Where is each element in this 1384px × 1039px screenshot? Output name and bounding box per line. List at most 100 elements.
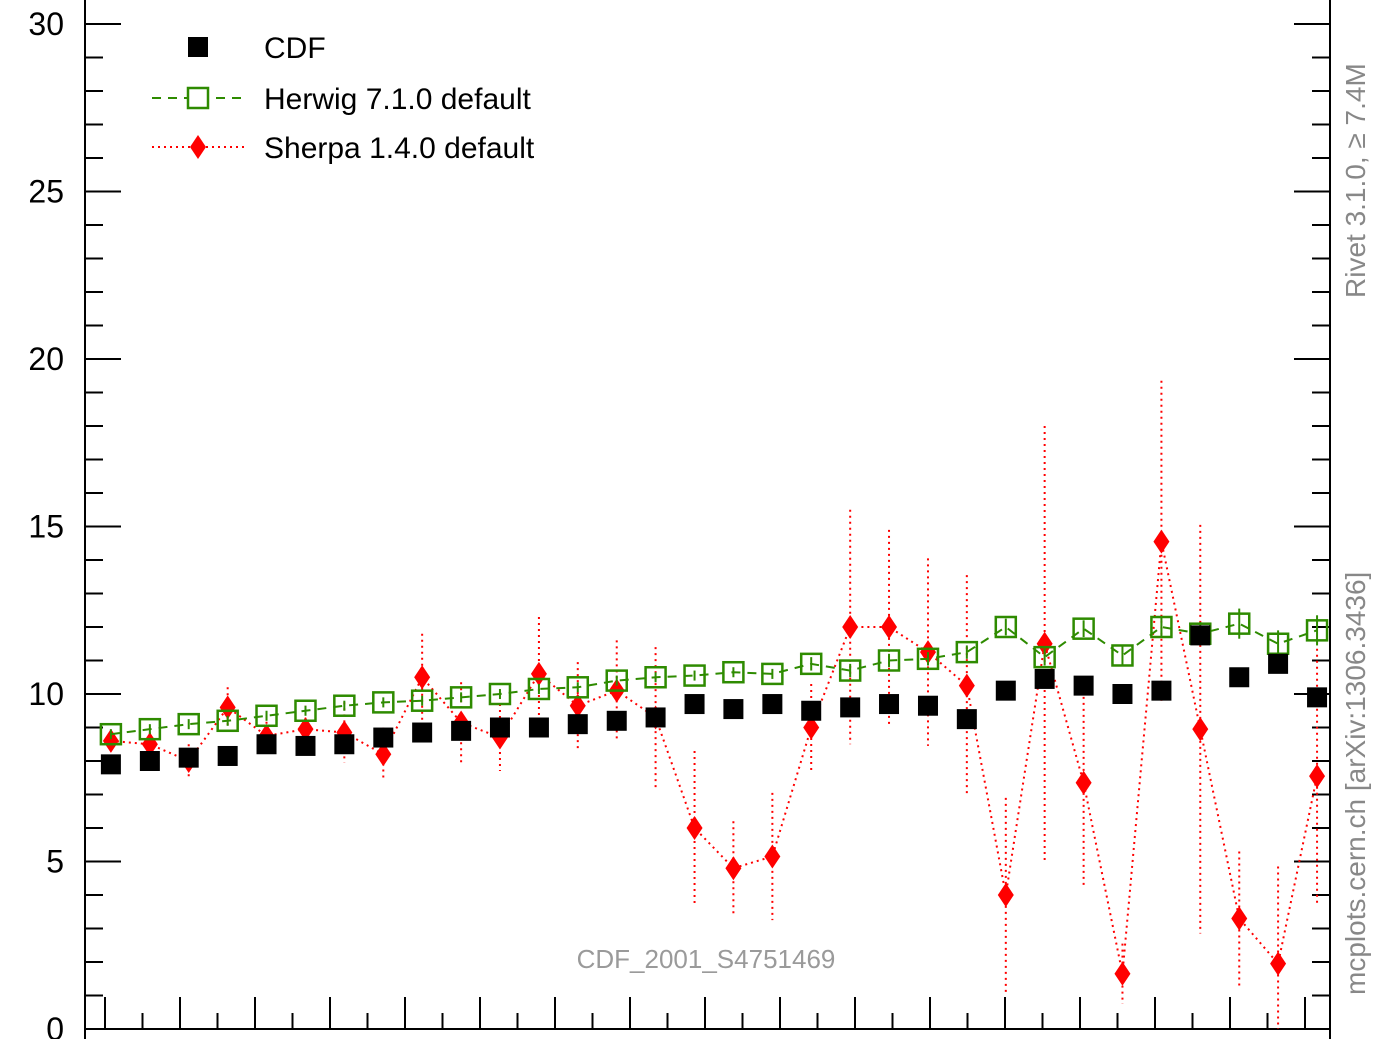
sherpa-point (686, 816, 703, 840)
herwig-point (799, 652, 823, 676)
y-tick-label: 25 (28, 174, 64, 210)
y-tick-labels: 0 5 10 15 20 25 30 (28, 6, 64, 1039)
sherpa-point (1153, 529, 1170, 554)
sherpa-point (1114, 961, 1131, 986)
herwig-point (216, 709, 239, 733)
herwig-point (722, 660, 745, 684)
sherpa-point (958, 673, 975, 698)
herwig-point (1227, 612, 1251, 635)
herwig-point (566, 676, 590, 699)
legend-label-herwig: Herwig 7.1.0 default (264, 83, 531, 116)
herwig-point (1033, 645, 1056, 669)
herwig-point (1111, 644, 1134, 667)
cdf-point (334, 734, 355, 755)
sherpa-point (997, 883, 1014, 907)
herwig-point (761, 662, 784, 686)
herwig-point (372, 691, 395, 714)
sherpa-point (375, 742, 392, 767)
mcplots-label: mcplots.cern.ch [arXiv:1306.3436] (1340, 572, 1371, 995)
herwig-point (838, 659, 862, 682)
sherpa-point (725, 856, 742, 881)
legend-marker-herwig (186, 86, 210, 110)
series-sherpa (102, 380, 1326, 1029)
herwig-point (605, 669, 628, 692)
sherpa-point (881, 615, 898, 639)
herwig-point (410, 689, 434, 712)
plot-area: 0 5 10 15 20 25 30 CDF_2001_S4751469 (28, 0, 1331, 1039)
herwig-point (527, 677, 551, 701)
sherpa-point (1309, 764, 1326, 789)
cdf-point (139, 751, 160, 771)
sherpa-point (1075, 770, 1092, 795)
cdf-point (567, 714, 588, 735)
cdf-point (762, 694, 783, 715)
herwig-point (488, 682, 512, 706)
herwig-point (99, 722, 123, 746)
y-tick-label: 5 (46, 844, 64, 880)
cdf-point (373, 727, 394, 748)
cdf-point (451, 720, 472, 741)
legend-label-cdf: CDF (264, 32, 326, 65)
y-tick-label: 30 (28, 6, 64, 42)
analysis-label: CDF_2001_S4751469 (577, 944, 836, 974)
sherpa-point (1036, 631, 1053, 656)
cdf-point (1229, 667, 1250, 688)
cdf-point (1307, 687, 1328, 708)
cdf-point (606, 710, 627, 731)
herwig-point (1072, 617, 1095, 640)
herwig-point (955, 640, 979, 664)
herwig-point (994, 615, 1018, 639)
herwig-point (1305, 619, 1329, 642)
herwig-point (1150, 615, 1173, 639)
cdf-point (995, 680, 1016, 701)
cdf-point (1073, 675, 1094, 696)
cdf-point (256, 734, 277, 755)
herwig-point (449, 686, 473, 709)
cdf-point (801, 700, 822, 721)
data-series (99, 380, 1329, 1029)
cdf-point (1268, 653, 1289, 674)
cdf-point (295, 735, 316, 756)
y-tick-label: 20 (28, 341, 64, 377)
cdf-point (178, 747, 199, 768)
y-tick-label: 10 (28, 676, 64, 712)
herwig-point (1266, 632, 1290, 655)
herwig-point (177, 712, 200, 736)
series-herwig (99, 608, 1329, 746)
herwig-point (138, 717, 162, 741)
y-tick-label: 0 (46, 1011, 64, 1039)
sherpa-point (219, 695, 236, 720)
sherpa-point (414, 665, 431, 690)
cdf-point (489, 717, 510, 738)
herwig-line (110, 622, 1318, 736)
sherpa-line (110, 541, 1319, 974)
cdf-point (879, 694, 900, 715)
cdf-point (100, 754, 121, 775)
sherpa-point (803, 715, 820, 740)
y-tick-label: 15 (28, 509, 64, 545)
cdf-point (917, 695, 938, 716)
cdf-point (1151, 680, 1172, 701)
sherpa-point (1270, 951, 1287, 976)
cdf-point (956, 709, 977, 730)
sherpa-point (102, 728, 119, 753)
sherpa-point (764, 844, 781, 869)
sherpa-point (842, 615, 859, 639)
sherpa-point (297, 717, 314, 742)
cdf-point (528, 717, 549, 738)
herwig-point (916, 647, 940, 671)
legend-marker-sherpa (190, 135, 206, 159)
herwig-point (683, 664, 706, 687)
cdf-point (217, 745, 238, 766)
cdf-point (1112, 684, 1133, 704)
sherpa-point (1231, 906, 1248, 931)
herwig-point (255, 704, 278, 728)
herwig-point (294, 699, 317, 722)
cdf-point (840, 697, 861, 718)
cdf-point (723, 699, 744, 720)
series-cdf (100, 625, 1328, 775)
herwig-point (644, 666, 667, 689)
cdf-point (1190, 625, 1211, 646)
sherpa-point (569, 693, 586, 718)
